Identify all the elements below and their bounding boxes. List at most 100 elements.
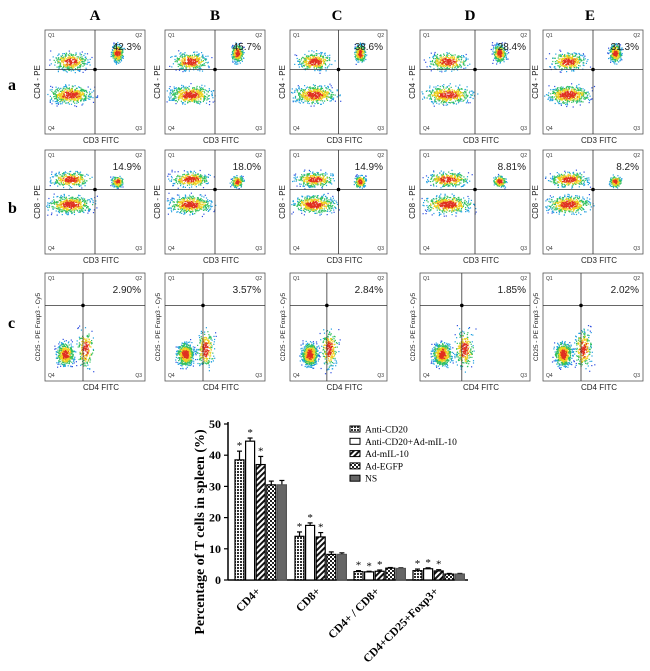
event-dot: [491, 42, 494, 44]
event-dot: [56, 99, 59, 102]
event-dot: [361, 59, 363, 62]
event-dot: [177, 93, 179, 95]
event-dot: [555, 53, 557, 55]
event-dot: [74, 60, 76, 62]
event-dot: [497, 47, 499, 49]
event-dot: [311, 99, 313, 102]
event-dot: [51, 103, 53, 105]
event-dot: [562, 55, 564, 57]
event-dot: [362, 53, 364, 55]
event-dot: [114, 54, 116, 56]
event-dot: [441, 95, 444, 97]
event-dot: [185, 65, 188, 67]
event-dot: [116, 44, 118, 46]
event-dot: [84, 90, 86, 93]
event-dot: [78, 66, 80, 68]
event-dot: [308, 58, 310, 60]
gate-handle[interactable]: [473, 67, 477, 72]
event-dot: [320, 103, 322, 105]
event-dot: [574, 61, 576, 63]
event-dot: [191, 58, 193, 60]
event-dot: [81, 93, 83, 96]
event-dot: [76, 64, 78, 66]
event-dot: [426, 97, 428, 99]
event-dot: [183, 87, 185, 89]
event-dot: [361, 44, 363, 46]
event-dot: [309, 87, 311, 89]
event-dot: [331, 96, 333, 98]
event-dot: [571, 70, 573, 72]
scatter-dots: [166, 42, 245, 106]
event-dot: [294, 91, 296, 93]
event-dot: [319, 94, 321, 96]
event-dot: [440, 66, 442, 68]
event-dot: [324, 96, 326, 98]
event-dot: [575, 65, 577, 67]
event-dot: [316, 66, 318, 68]
event-dot: [557, 57, 559, 59]
event-dot: [122, 57, 124, 59]
event-dot: [319, 58, 321, 60]
event-dot: [298, 93, 300, 95]
event-dot: [198, 95, 200, 97]
event-dot: [82, 62, 84, 64]
event-dot: [51, 97, 53, 99]
event-dot: [575, 61, 577, 63]
event-dot: [307, 66, 309, 68]
gate-handle[interactable]: [93, 67, 97, 72]
event-dot: [565, 61, 567, 63]
event-dot: [315, 94, 317, 96]
event-dot: [325, 87, 327, 89]
event-dot: [207, 55, 209, 57]
event-dot: [174, 100, 176, 102]
event-dot: [440, 63, 443, 65]
event-dot: [232, 52, 234, 54]
event-dot: [472, 93, 474, 95]
event-dot: [204, 85, 206, 87]
event-dot: [68, 66, 70, 68]
event-dot: [172, 90, 174, 92]
event-dot: [85, 94, 88, 96]
gate-handle[interactable]: [336, 67, 341, 72]
event-dot: [73, 63, 75, 65]
event-dot: [70, 99, 72, 101]
event-dot: [71, 64, 73, 66]
event-dot: [577, 61, 579, 63]
event-dot: [65, 102, 67, 104]
event-dot: [185, 96, 187, 98]
event-dot: [498, 47, 501, 49]
event-dot: [232, 56, 234, 58]
event-dot: [309, 90, 311, 92]
event-dot: [119, 59, 122, 61]
event-dot: [359, 42, 361, 44]
event-dot: [193, 66, 195, 69]
scatter-dots: [47, 41, 125, 108]
event-dot: [502, 48, 504, 50]
event-dot: [314, 87, 316, 89]
event-dot: [56, 105, 58, 107]
event-dot: [332, 91, 334, 93]
gate-handle[interactable]: [213, 67, 217, 72]
event-dot: [436, 58, 438, 60]
x-axis-label: CD3 FITC: [327, 136, 363, 145]
event-dot: [308, 87, 310, 89]
event-dot: [92, 101, 95, 103]
event-dot: [70, 95, 72, 97]
event-dot: [200, 86, 202, 89]
event-dot: [81, 97, 83, 99]
event-dot: [561, 65, 563, 67]
event-dot: [433, 91, 435, 93]
event-dot: [114, 43, 117, 45]
event-dot: [311, 94, 313, 96]
event-dot: [314, 93, 316, 95]
event-dot: [238, 43, 240, 45]
event-dot: [64, 98, 66, 100]
event-dot: [64, 65, 66, 68]
event-dot: [299, 88, 301, 90]
event-dot: [86, 92, 88, 94]
event-dot: [362, 58, 364, 60]
event-dot: [357, 54, 359, 57]
event-dot: [178, 88, 180, 90]
event-dot: [190, 64, 192, 67]
event-dot: [112, 50, 114, 52]
